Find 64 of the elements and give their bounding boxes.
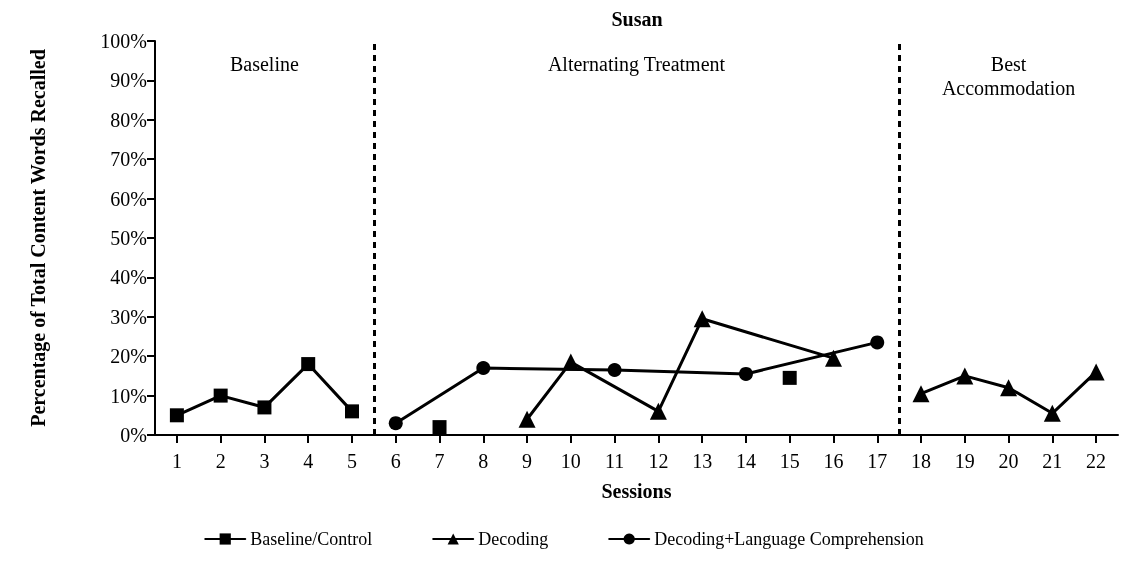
annotation: Baseline xyxy=(229,53,299,75)
x-axis-title: Sessions xyxy=(601,480,672,502)
point xyxy=(562,353,580,371)
point xyxy=(257,400,272,415)
y-tick-label: 20% xyxy=(110,345,147,368)
y-tick-label: 80% xyxy=(110,108,147,131)
point xyxy=(782,370,797,385)
y-tick-label: 0% xyxy=(120,424,147,446)
legend-label: Decoding xyxy=(478,529,549,549)
x-tick-label: 6 xyxy=(390,450,401,472)
point xyxy=(1087,363,1105,381)
point xyxy=(824,349,842,367)
point xyxy=(649,402,667,420)
x-tick-label: 2 xyxy=(215,450,226,472)
y-axis-title: Percentage of Total Content Words Recalled xyxy=(27,49,50,427)
point xyxy=(738,366,753,381)
y-tick-label: 40% xyxy=(110,266,147,289)
legend-label: Baseline/Control xyxy=(250,529,373,549)
x-tick-label: 20 xyxy=(998,450,1019,472)
x-tick-label: 9 xyxy=(522,450,533,472)
x-tick-label: 1 xyxy=(171,450,182,472)
x-tick-label: 4 xyxy=(303,450,314,472)
x-tick-label: 18 xyxy=(911,450,932,472)
x-tick-label: 17 xyxy=(867,450,888,472)
point xyxy=(1000,379,1018,397)
point xyxy=(388,416,403,431)
point xyxy=(607,362,622,377)
annotation: Best Accommodation xyxy=(941,53,1076,99)
x-tick-label: 12 xyxy=(648,450,669,472)
y-tick-label: 10% xyxy=(110,384,147,407)
x-tick-label: 22 xyxy=(1086,450,1107,472)
x-tick-label: 5 xyxy=(346,450,357,472)
x-tick-label: 8 xyxy=(478,450,489,472)
point xyxy=(956,367,974,385)
point xyxy=(169,408,184,423)
x-tick-label: 10 xyxy=(560,450,581,472)
point xyxy=(912,385,930,403)
y-tick-label: 50% xyxy=(110,227,147,249)
x-tick-label: 11 xyxy=(604,450,625,472)
y-tick-label: 60% xyxy=(110,187,147,210)
point xyxy=(344,404,359,419)
y-tick-label: 70% xyxy=(110,148,147,171)
point xyxy=(518,410,536,428)
point xyxy=(693,310,711,328)
point xyxy=(1043,404,1061,422)
point xyxy=(476,361,491,376)
x-tick-label: 15 xyxy=(779,450,800,472)
x-tick-label: 14 xyxy=(735,450,756,472)
point xyxy=(432,420,447,435)
annotation: Alternating Treatment xyxy=(547,53,726,76)
x-tick-label: 7 xyxy=(434,450,445,472)
chart-title: Susan xyxy=(611,8,663,30)
y-tick-label: 30% xyxy=(110,305,147,328)
y-tick-label: 100% xyxy=(100,30,147,52)
x-tick-label: 13 xyxy=(692,450,713,472)
legend-label: Decoding+Language Comprehension xyxy=(654,529,924,549)
point xyxy=(870,335,885,350)
point xyxy=(213,388,228,403)
x-tick-label: 19 xyxy=(954,450,975,472)
x-tick-label: 3 xyxy=(259,450,270,472)
x-tick-label: 21 xyxy=(1042,450,1063,472)
x-tick-label: 16 xyxy=(823,450,844,472)
point xyxy=(301,357,316,372)
y-tick-label: 90% xyxy=(110,69,147,92)
